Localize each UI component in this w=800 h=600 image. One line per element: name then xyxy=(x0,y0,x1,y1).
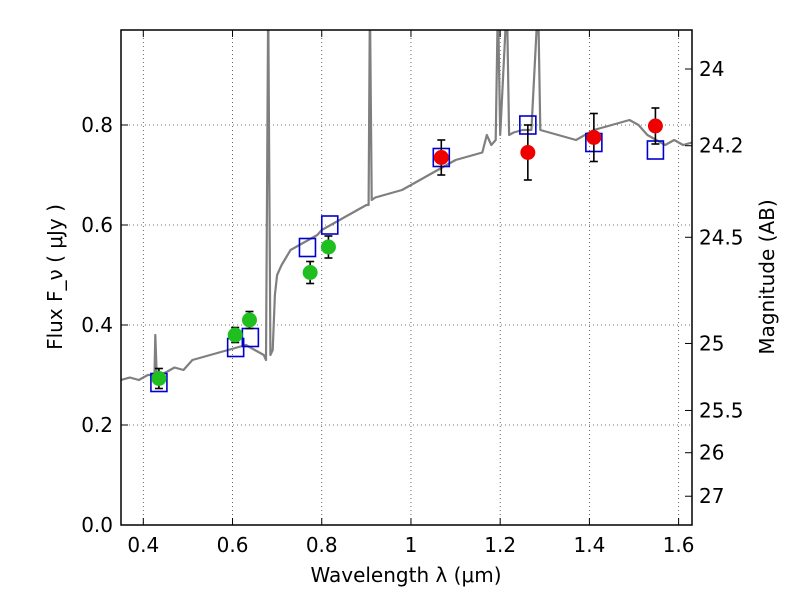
y-tick-label: 0.8 xyxy=(81,113,113,137)
x-tick-label: 1.4 xyxy=(573,533,605,557)
model-point xyxy=(298,237,317,258)
mag-tick-label: 26 xyxy=(699,441,724,465)
x-tick-label: 1.6 xyxy=(663,533,695,557)
nir-point xyxy=(433,150,449,165)
plot-frame xyxy=(120,29,693,526)
mag-tick-label: 25.5 xyxy=(699,398,744,422)
optical-point xyxy=(151,371,167,386)
x-tick-label: 1.2 xyxy=(484,533,516,557)
y-axis-label: Flux F_ν ( μJy ) xyxy=(43,204,67,350)
mag-tick-label: 24.5 xyxy=(699,225,744,249)
y-tick-label: 0.2 xyxy=(81,413,113,437)
spectrum-line xyxy=(121,30,692,382)
right-axis-label: Magnitude (AB) xyxy=(755,199,779,354)
optical-point xyxy=(241,312,257,328)
plot-series xyxy=(121,30,692,382)
nir-point xyxy=(520,145,536,160)
nir-point xyxy=(586,130,602,145)
plot-markers xyxy=(150,107,665,393)
x-tick-label: 0.4 xyxy=(127,533,159,557)
x-tick-label: 1 xyxy=(405,533,418,557)
optical-point xyxy=(227,327,243,343)
optical-point xyxy=(302,265,318,280)
grid xyxy=(121,30,692,525)
y-tick-label: 0.0 xyxy=(81,513,113,537)
x-tick-label: 0.8 xyxy=(306,533,338,557)
y-tick-label: 0.4 xyxy=(81,313,113,337)
y-tick-label: 0.6 xyxy=(81,213,113,237)
nir-point xyxy=(647,118,663,134)
model-point xyxy=(320,215,339,235)
x-tick-label: 0.6 xyxy=(217,533,249,557)
mag-tick-label: 24.2 xyxy=(699,134,744,158)
mag-tick-label: 25 xyxy=(699,331,724,355)
mag-tick-label: 24 xyxy=(699,57,724,81)
model-point xyxy=(241,327,260,348)
axis-ticks: 0.4 0.6 0.8 1 1.2 1.4 1.6 0.0 0.2 0.4 0.6 0.8 24 24.2… xyxy=(81,30,744,557)
x-axis-label: Wavelength λ (μm) xyxy=(310,563,501,587)
mag-tick-label: 27 xyxy=(699,484,724,508)
optical-point xyxy=(320,239,336,255)
